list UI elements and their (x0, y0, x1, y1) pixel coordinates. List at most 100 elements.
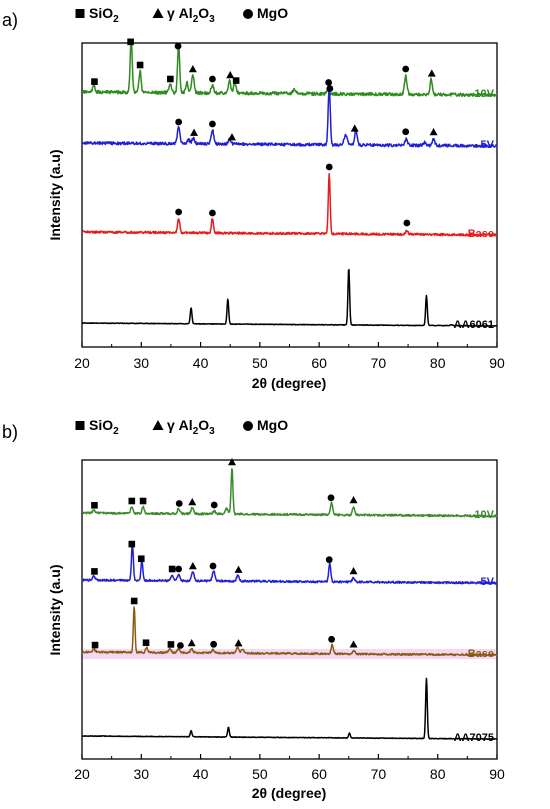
legend-label: γ Al2O3 (167, 417, 215, 437)
panel-b-label: b) (2, 422, 18, 442)
peak-square-marker (167, 75, 174, 83)
series-aa7075: AA7075 (81, 677, 498, 744)
legend-square-icon (75, 9, 85, 18)
series-base: Base (81, 163, 498, 240)
peak-triangle-marker (190, 128, 199, 136)
peak-square-marker (128, 497, 136, 505)
legend-circle-icon (243, 9, 253, 19)
peak-square-marker (91, 568, 98, 575)
peak-circle-marker (175, 208, 183, 216)
legend-label: MgO (257, 417, 288, 433)
peak-square-marker (127, 38, 134, 46)
series-10v: 10V (81, 457, 498, 521)
peak-triangle-marker (227, 457, 236, 466)
series-label: 5V (481, 576, 495, 588)
peak-triangle-marker (429, 128, 438, 136)
x-tick-label: 40 (193, 766, 209, 782)
series-line (81, 173, 498, 237)
x-tick-label: 80 (430, 355, 446, 371)
x-tick-label: 40 (193, 355, 209, 371)
panel-b-plot-frame (81, 459, 498, 760)
peak-circle-marker (177, 642, 184, 649)
peak-circle-marker (327, 494, 335, 502)
peak-circle-marker (174, 42, 182, 50)
x-tick-label: 70 (371, 766, 387, 782)
panel-b: b) SiO2 γ Al2O3 MgO 20 30 40 50 60 70 80 90 10V 5V… (2, 417, 505, 801)
peak-square-marker (142, 639, 150, 647)
peak-circle-marker (402, 65, 410, 73)
x-tick-label: 60 (311, 766, 327, 782)
series-line (81, 542, 498, 585)
peak-triangle-marker (226, 71, 235, 79)
peak-circle-marker (325, 79, 333, 86)
x-tick-label: 90 (489, 355, 505, 371)
peak-circle-marker (209, 562, 217, 570)
x-tick-label: 70 (371, 355, 387, 371)
panel-a-y-axis-title: Intensity (a.u) (47, 149, 63, 240)
series-label: 10V (474, 88, 494, 100)
peak-triangle-marker (234, 639, 243, 647)
x-tick-label: 60 (311, 355, 327, 371)
x-tick-label: 20 (74, 766, 90, 782)
peak-square-marker (91, 502, 98, 509)
legend-label: SiO2 (89, 5, 119, 25)
peak-square-marker (128, 540, 136, 548)
peak-circle-marker (328, 635, 335, 643)
peak-circle-marker (175, 565, 183, 573)
legend-label: γ Al2O3 (167, 5, 215, 25)
x-tick-label: 50 (252, 766, 268, 782)
peak-circle-marker (403, 219, 411, 227)
peak-circle-marker (326, 85, 334, 92)
peak-triangle-marker (349, 496, 358, 504)
panel-b-legend: SiO2 γ Al2O3 MgO (75, 417, 288, 437)
peak-circle-marker (210, 640, 218, 648)
series-line (81, 606, 498, 657)
peak-square-marker (168, 565, 176, 573)
peak-triangle-marker (188, 498, 197, 506)
peak-square-marker (91, 78, 98, 85)
peak-circle-marker (209, 75, 216, 83)
peak-circle-marker (209, 209, 216, 217)
series-base: Base (81, 597, 498, 660)
legend-label: MgO (257, 5, 288, 21)
panel-a-label: a) (2, 10, 18, 30)
peak-square-marker (137, 555, 145, 563)
series-label: Base (468, 228, 494, 240)
peak-triangle-marker (188, 64, 197, 73)
peak-circle-marker (325, 556, 333, 564)
peak-triangle-marker (188, 562, 197, 570)
series-label: AA7075 (454, 732, 494, 744)
series-line (81, 677, 498, 740)
x-tick-label: 20 (74, 355, 90, 371)
series-label: Base (468, 648, 494, 660)
peak-triangle-marker (350, 124, 359, 132)
series-aa6061: AA6061 (81, 268, 498, 331)
x-tick-label: 30 (133, 766, 149, 782)
series-line (81, 268, 498, 327)
panel-a: a) SiO2 γ Al2O3 MgO 20 30 40 50 60 70 80 90 10V 5V… (2, 5, 505, 391)
series-5v: 5V (81, 85, 498, 151)
series-label: 10V (474, 509, 494, 521)
peak-circle-marker (325, 163, 333, 171)
series-label: 5V (481, 139, 495, 151)
legend-circle-icon (243, 421, 253, 431)
panel-b-x-axis-title: 2θ (degree) (252, 785, 326, 801)
peak-triangle-marker (427, 69, 436, 77)
peak-circle-marker (175, 118, 183, 126)
panel-a-plot-frame (81, 42, 498, 348)
legend-triangle-icon (152, 420, 164, 430)
series-5v: 5V (81, 540, 498, 588)
series-10v: 10V (81, 38, 498, 100)
peak-circle-marker (175, 500, 183, 507)
legend-triangle-icon (152, 8, 164, 18)
peak-square-marker (91, 641, 99, 649)
legend-label: SiO2 (89, 417, 119, 437)
panel-a-x-axis-title: 2θ (degree) (252, 375, 326, 391)
peak-circle-marker (209, 120, 216, 128)
legend-square-icon (75, 421, 85, 430)
panel-a-x-ticks: 20 30 40 50 60 70 80 90 (74, 342, 505, 371)
series-line (81, 85, 498, 149)
peak-square-marker (139, 497, 147, 505)
peak-circle-marker (210, 501, 218, 509)
panel-a-series: 10V 5V Base AA6061 (81, 38, 498, 331)
